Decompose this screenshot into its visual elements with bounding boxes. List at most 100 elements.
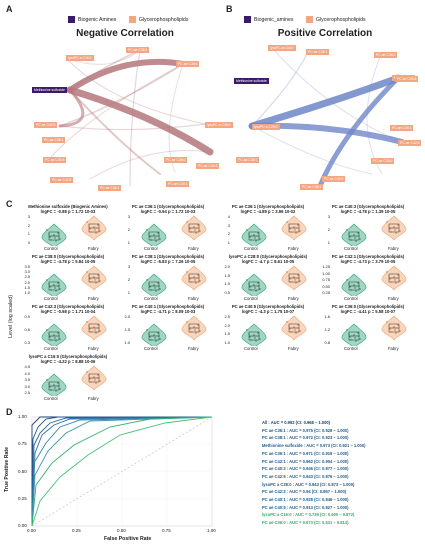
violin-ytick: 2.5 [24, 390, 30, 395]
violin-xlabel-control: Control [244, 346, 258, 351]
violin-stat: logFC = -4.78 p = 1.39 10-05 [340, 209, 396, 214]
violin-stat: logFC = -5.83 p = 7.26 10-05 [140, 259, 196, 264]
violin-point [257, 232, 259, 234]
roc-legend-entry: PC ae C40:3 : AUC = 0.946 (CI: 0.877 – 1… [262, 466, 349, 472]
violin-point [97, 374, 99, 376]
violin-point [153, 284, 155, 286]
violin-point [53, 334, 55, 336]
violin-point [290, 231, 292, 233]
violin-point [199, 230, 201, 232]
violin-point [354, 337, 356, 339]
violin-ytick: 3.5 [24, 264, 30, 269]
violin-point [193, 276, 195, 278]
violin-point [48, 333, 50, 335]
violin-point [399, 230, 401, 232]
violin-point [55, 340, 57, 342]
violin-point [389, 278, 391, 280]
violin-point [48, 383, 50, 385]
violin-point [399, 280, 401, 282]
violin-point [295, 282, 297, 284]
violin-ytick: 1.2 [324, 327, 330, 332]
roc-legend-entry: PC ae C38:1 : AUC = 0.972 (CI: 0.923 – 1… [262, 435, 349, 441]
violin-xlabel-fabry: Fabry [388, 246, 399, 251]
violin-plot: PC ae C38:1 (Glycerophospholipids) logFC … [118, 254, 218, 304]
violin-point [197, 274, 199, 276]
violin-point [246, 329, 248, 331]
violin-point [194, 229, 196, 231]
violin-ytick: 3 [27, 214, 30, 219]
roc-x-axis-label: False Positive Rate [104, 536, 152, 542]
violin-title: PC ae C38:1 (Glycerophospholipids) [131, 254, 205, 259]
violin-point [297, 324, 299, 326]
violin-ytick: 3.5 [24, 377, 30, 382]
network-a-edge [89, 150, 211, 180]
violin-point [49, 286, 51, 288]
violin-xlabel-fabry: Fabry [288, 296, 299, 301]
violin-plot: PC ae C36:0 (Glycerophospholipids) logFC … [318, 304, 418, 354]
violin-xlabel-control: Control [144, 246, 158, 251]
violin-point [54, 337, 56, 339]
panel-letter-d: D [6, 407, 13, 417]
violin-ytick: 2.5 [224, 314, 230, 319]
violin-ytick: 1.5 [24, 284, 30, 290]
roc-y-axis-label: True Positive Rate [4, 447, 10, 492]
violin-point [353, 234, 355, 236]
violin-point [50, 339, 52, 341]
violin-xlabel-fabry: Fabry [388, 296, 399, 301]
violin-point [159, 238, 161, 240]
violin-ytick: 4.5 [24, 364, 30, 369]
violin-point [299, 280, 301, 282]
violin-ytick: 4.0 [24, 370, 30, 376]
violin-point [149, 236, 151, 238]
roc-ytick: 0.25 [18, 495, 27, 501]
violin-point [290, 281, 292, 283]
violin-point [186, 271, 188, 273]
violin-point [197, 324, 199, 326]
violin-xlabel-control: Control [344, 296, 358, 301]
violin-point [95, 332, 97, 334]
violin-point [55, 390, 57, 392]
violin-stat: logFC = -0.94 p = 1.72 10-03 [140, 209, 196, 214]
roc-diagonal [31, 416, 213, 527]
violin-ytick: 1.0 [124, 340, 130, 345]
violin-point [395, 282, 397, 284]
violin-ytick: 2.0 [124, 314, 130, 319]
violin-point [394, 279, 396, 281]
violin-point [253, 334, 255, 336]
violin-ytick: 1.0 [224, 340, 230, 345]
violin-point [294, 329, 296, 331]
violin-point [95, 232, 97, 234]
violin-point [188, 275, 190, 277]
violin-point [199, 280, 201, 282]
violin-ytick: 3 [327, 214, 330, 219]
violin-point [389, 328, 391, 330]
violin-point [249, 286, 251, 288]
violin-point [393, 226, 395, 228]
violin-point [386, 221, 388, 223]
violin-point [189, 228, 191, 230]
roc-legend-entry: PC ae C36:1 : AUC = 0.975 (CI: 0.928 – 1… [262, 427, 349, 433]
violin-point [150, 239, 152, 241]
violin-ytick: 1.00 [322, 270, 330, 276]
network-node: PC ae C40:5 [395, 76, 419, 82]
violin-point [159, 288, 161, 290]
violin-y-axis-label: Level (log scaled) [8, 294, 14, 338]
violin-xlabel-fabry: Fabry [88, 396, 99, 401]
violin-ytick: 0.6 [24, 327, 30, 332]
violin-point [388, 225, 390, 227]
violin-point [88, 375, 90, 377]
violin-shapes [41, 315, 107, 346]
network-a-edge [66, 86, 214, 156]
violin-plot: PC ae C36:1 (Glycerophospholipids) logFC … [118, 204, 218, 254]
network-b-edge [248, 74, 402, 130]
violin-point [299, 230, 301, 232]
violin-point [98, 227, 100, 229]
violin-point [254, 337, 256, 339]
violin-point [358, 235, 360, 237]
violin-point [190, 331, 192, 333]
violin-xlabel-fabry: Fabry [88, 246, 99, 251]
violin-xlabel-control: Control [344, 346, 358, 351]
violin-point [154, 287, 156, 289]
network-a-edge [129, 49, 141, 187]
violin-shapes [341, 265, 407, 296]
